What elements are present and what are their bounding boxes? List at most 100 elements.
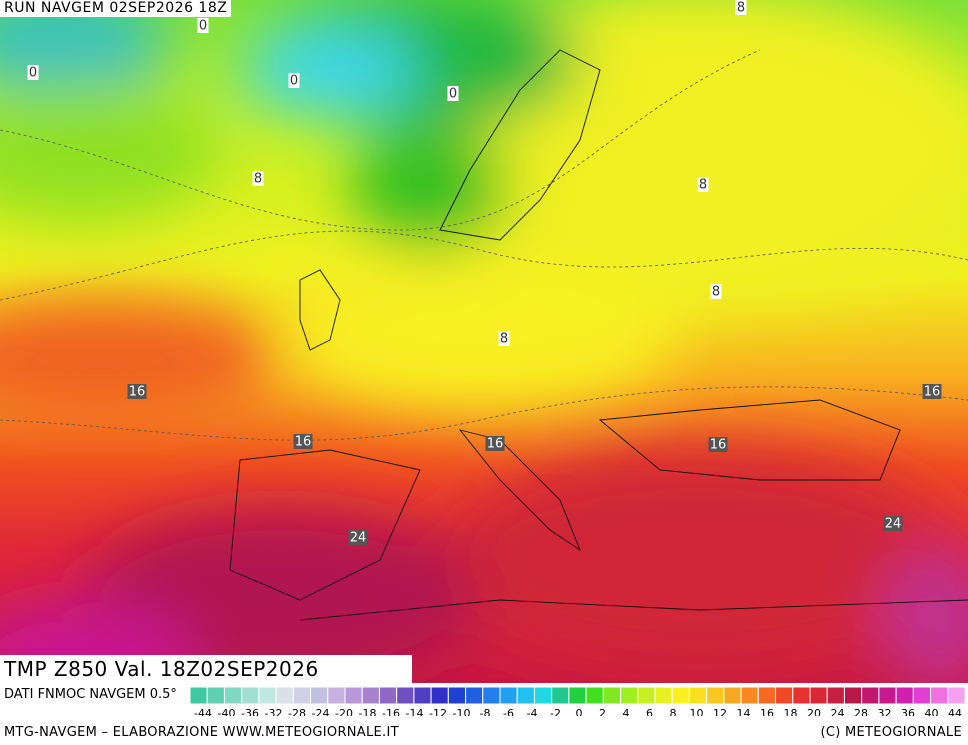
colorbar-swatch bbox=[671, 686, 690, 705]
colorbar-swatch bbox=[258, 686, 277, 705]
colorbar-swatch bbox=[706, 686, 725, 705]
contour-label: 8 bbox=[254, 172, 262, 187]
run-header: RUN NAVGEM 02SEP2026 18Z bbox=[0, 0, 232, 17]
contour-label: 16 bbox=[924, 385, 941, 400]
contour-label: 0 bbox=[29, 66, 37, 81]
colorbar-label: 2 bbox=[599, 707, 606, 716]
colorbar-swatch bbox=[792, 686, 811, 705]
data-source: DATI FNMOC NAVGEM 0.5° bbox=[4, 687, 177, 702]
map-title: TMP Z850 Val. 18Z02SEP2026 bbox=[0, 655, 412, 683]
contour-label-box bbox=[447, 86, 459, 101]
contour-label-box bbox=[710, 284, 722, 299]
colorbar-label: 28 bbox=[854, 707, 868, 716]
colorbar-label: 24 bbox=[831, 707, 845, 716]
colorbar-swatch bbox=[361, 686, 380, 705]
colorbar-swatch bbox=[189, 686, 208, 705]
colorbar-swatch bbox=[292, 686, 312, 705]
colorbar-label: -36 bbox=[241, 707, 259, 716]
colorbar-swatch bbox=[378, 686, 398, 705]
colorbar-swatch bbox=[688, 686, 708, 705]
colorbar-swatch bbox=[482, 686, 501, 705]
colorbar-swatch bbox=[878, 686, 897, 705]
colorbar-label: 44 bbox=[948, 707, 962, 716]
colorbar-swatch bbox=[861, 686, 880, 705]
colorbar-label: -28 bbox=[288, 707, 306, 716]
colorbar-label: 36 bbox=[901, 707, 915, 716]
colorbar-swatch bbox=[344, 686, 363, 705]
contour-label: 24 bbox=[350, 531, 367, 546]
colorbar-label: -40 bbox=[218, 707, 236, 716]
colorbar-swatch bbox=[396, 686, 415, 705]
map: 0 0 0 0 8 8 8 8 8 16 16 16 16 16 24 24 bbox=[0, 0, 968, 683]
colorbar-label: -2 bbox=[550, 707, 561, 716]
colorbar-label: -12 bbox=[429, 707, 447, 716]
contour-label-box bbox=[252, 171, 264, 186]
colorbar-swatch bbox=[585, 686, 604, 705]
contour-label-box bbox=[735, 0, 747, 15]
colorbar-label: 4 bbox=[623, 707, 630, 716]
colorbar-swatch bbox=[568, 686, 587, 705]
colorbar-swatch bbox=[723, 686, 742, 705]
footer-credit: MTG-NAVGEM – ELABORAZIONE WWW.METEOGIORN… bbox=[4, 725, 399, 740]
colorbar-swatch bbox=[895, 686, 914, 705]
colorbar-label: 14 bbox=[737, 707, 751, 716]
colorbar-swatch bbox=[516, 686, 535, 705]
contour-label-box bbox=[288, 73, 300, 88]
colorbar-swatch bbox=[757, 686, 777, 705]
colorbar-label: -4 bbox=[527, 707, 538, 716]
colorbar-label: -8 bbox=[480, 707, 491, 716]
colorbar-label: 0 bbox=[576, 707, 583, 716]
contour-label-box bbox=[197, 18, 209, 33]
colorbar-swatch bbox=[826, 686, 845, 705]
contour-label-box bbox=[697, 177, 709, 192]
colorbar-swatch bbox=[275, 686, 294, 705]
colorbar-swatch bbox=[327, 686, 346, 705]
colorbar-swatch bbox=[241, 686, 260, 705]
colorbar-swatch bbox=[620, 686, 639, 705]
colorbar-swatch bbox=[413, 686, 432, 705]
contour-label-box bbox=[708, 437, 728, 452]
colorbar-label: -18 bbox=[359, 707, 377, 716]
colorbar-label: 20 bbox=[807, 707, 821, 716]
colorbar-swatch bbox=[947, 686, 966, 705]
colorbar-label: 6 bbox=[646, 707, 653, 716]
contour-label-box bbox=[498, 331, 510, 346]
colorbar-swatch bbox=[206, 686, 225, 705]
colorbar-label: 16 bbox=[760, 707, 774, 716]
colorbar-swatch bbox=[430, 686, 449, 705]
contour-label: 16 bbox=[129, 385, 146, 400]
colorbar-swatch bbox=[775, 686, 794, 705]
colorbar-swatch bbox=[310, 686, 329, 705]
colorbar-swatch bbox=[843, 686, 863, 705]
colorbar-label: -16 bbox=[382, 707, 400, 716]
contour-label: 0 bbox=[449, 87, 457, 102]
contour-label-box bbox=[127, 384, 147, 399]
colorbar: -44 -40 -36 -32 -28 -24 -20 -18 -16 -14 -12 -10 -8 -6… bbox=[189, 686, 966, 716]
colorbar-label: 18 bbox=[784, 707, 798, 716]
contour-label: 24 bbox=[885, 517, 902, 532]
colorbar-label: -6 bbox=[503, 707, 514, 716]
contour-label-box bbox=[348, 530, 368, 545]
colorbar-label: 10 bbox=[690, 707, 704, 716]
contour-label: 0 bbox=[290, 74, 298, 89]
contour-label: 0 bbox=[199, 19, 207, 34]
colorbar-swatch bbox=[465, 686, 484, 705]
colorbar-label: 8 bbox=[670, 707, 677, 716]
colorbar-label: -14 bbox=[406, 707, 424, 716]
contour-label: 16 bbox=[710, 438, 727, 453]
colorbar-label: -24 bbox=[312, 707, 330, 716]
colorbar-swatch bbox=[223, 686, 243, 705]
contour-label-box bbox=[27, 65, 39, 80]
colorbar-label: 12 bbox=[713, 707, 727, 716]
colorbar-label: -10 bbox=[453, 707, 471, 716]
isotherms bbox=[0, 49, 968, 441]
colorbar-swatch bbox=[809, 686, 828, 705]
contour-label: 8 bbox=[699, 178, 707, 193]
colorbar-swatch bbox=[602, 686, 622, 705]
colorbar-swatch bbox=[912, 686, 932, 705]
contour-label: 8 bbox=[737, 1, 745, 16]
footer-copyright: (C) METEOGIORNALE bbox=[820, 725, 962, 740]
colorbar-swatch bbox=[930, 686, 949, 705]
contour-label: 16 bbox=[487, 437, 504, 452]
